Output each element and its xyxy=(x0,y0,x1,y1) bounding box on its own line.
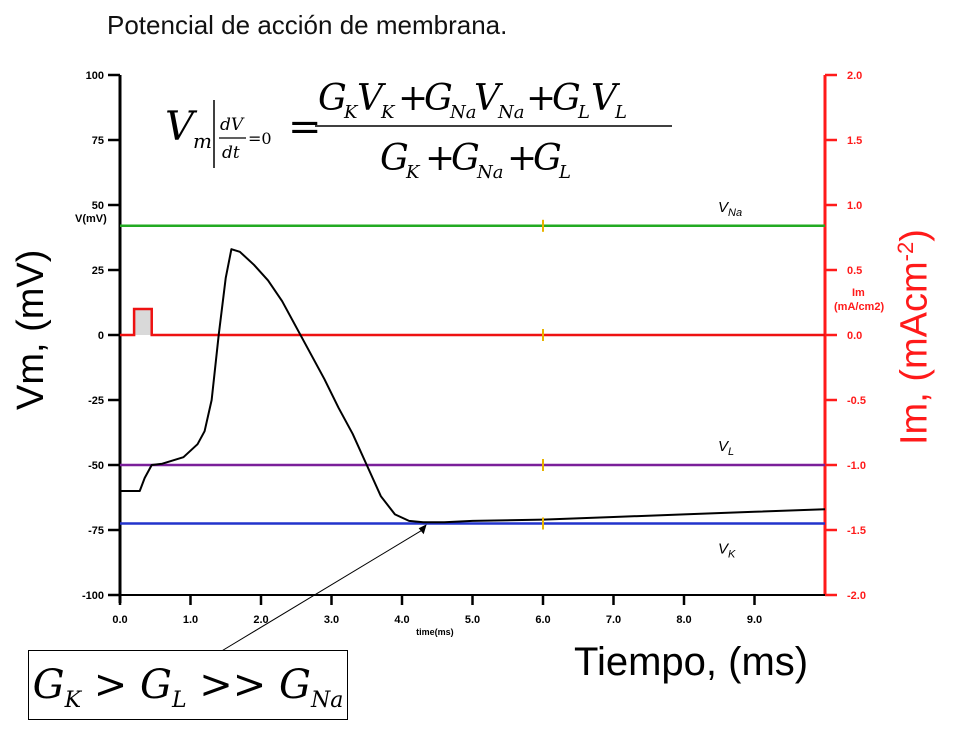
ineq-c: G xyxy=(279,662,311,708)
y-axis-right-label-close: ) xyxy=(893,229,936,242)
x-tick-label: 4.0 xyxy=(394,614,409,626)
ineq-a: G xyxy=(32,662,65,708)
x-tick-label: 0.0 xyxy=(112,614,127,626)
chart-title: Potencial de acción de membrana. xyxy=(107,10,508,40)
y-axis-right-label: Im, (mAcm-2) xyxy=(893,229,937,445)
y-axis-left-small-label: V(mV) xyxy=(75,213,107,225)
eq-den-gsub: Na xyxy=(476,162,503,182)
y-tick-label-left: 100 xyxy=(86,70,104,82)
eq-num-plus: + xyxy=(398,78,428,119)
y-tick-label-left: -50 xyxy=(88,460,104,472)
y-tick-label-right: 0.0 xyxy=(847,330,862,342)
eq-num-g: G xyxy=(424,78,453,119)
reference-label-l: VL xyxy=(718,438,734,458)
eq-den-gsub: K xyxy=(405,162,421,182)
x-axis-label: Tiempo, (ms) xyxy=(574,640,809,684)
y-axis-right-label-text: Im, (mAcm xyxy=(893,261,936,445)
conductance-inequality: GK > GL >> GNa xyxy=(28,650,348,720)
chart-canvas: 100 75 50 25 0 -25 -50 -75 -100 V(mV) 2.0 1.5 1.0 0.5… xyxy=(10,10,937,720)
y-tick-label-right: 1.0 xyxy=(847,200,862,212)
eq-num-gsub: L xyxy=(577,102,590,123)
y-tick-label-left: -25 xyxy=(88,395,104,407)
eq-cond-num: dV xyxy=(220,115,245,135)
x-tick-label: 7.0 xyxy=(606,614,621,626)
reference-label-sub: K xyxy=(728,549,736,561)
current-series-line xyxy=(120,307,825,337)
y-tick-label-right: -2.0 xyxy=(847,590,866,602)
ineq-a-sub: K xyxy=(64,688,82,713)
eq-num-v: V xyxy=(357,78,387,119)
eq-lhs-sub: m xyxy=(193,129,212,153)
y-tick-label-right: -1.0 xyxy=(847,460,866,472)
y-tick-label-left: 50 xyxy=(92,200,104,212)
ineq-op2: >> xyxy=(199,662,267,708)
eq-num-g: G xyxy=(552,78,581,119)
x-tick-label: 5.0 xyxy=(465,614,480,626)
eq-den-g: G xyxy=(380,138,409,179)
y-tick-label-left: -75 xyxy=(88,525,104,537)
eq-num-vsub: Na xyxy=(497,102,524,123)
eq-den-plus: + xyxy=(425,138,455,179)
y-tick-label-right: 2.0 xyxy=(847,70,862,82)
y-axis-left-label: Vm, (mV) xyxy=(10,249,52,410)
eq-num-vsub: L xyxy=(614,102,627,123)
y-tick-label-left: -100 xyxy=(82,590,104,602)
eq-num-gsub: Na xyxy=(449,102,476,123)
eq-cond-eq: =0 xyxy=(248,129,272,148)
y-tick-label-right: -1.5 xyxy=(847,525,866,537)
eq-num-plus: + xyxy=(526,78,556,119)
y-tick-label-left: 0 xyxy=(98,330,104,342)
x-tick-label: 9.0 xyxy=(747,614,762,626)
reference-label-na: VNa xyxy=(718,199,742,219)
plot-area: 100 75 50 25 0 -25 -50 -75 -100 V(mV) 2.0 1.5 1.0 0.5… xyxy=(75,70,884,656)
eq-lhs: V xyxy=(165,104,198,150)
eq-den-g: G xyxy=(533,138,562,179)
ineq-b: G xyxy=(139,662,172,708)
eq-num-vsub: K xyxy=(380,102,396,123)
eq-num-v: V xyxy=(474,78,504,119)
annotation-arrow-head xyxy=(418,524,427,535)
eq-den-gsub: L xyxy=(558,162,571,182)
eq-num-v: V xyxy=(591,78,621,119)
x-axis-small-label: time(ms) xyxy=(416,627,454,637)
ineq-b-sub: L xyxy=(171,688,187,713)
x-tick-label: 8.0 xyxy=(676,614,691,626)
reference-label-k: VK xyxy=(718,541,736,561)
stimulus-pulse-fill xyxy=(134,309,152,335)
eq-cond-den: dt xyxy=(222,143,240,163)
eq-equals: = xyxy=(288,104,322,150)
y-tick-label-left: 25 xyxy=(92,265,104,277)
voltage-series-line xyxy=(120,248,826,524)
y-axis-right-label-exponent: -2 xyxy=(893,241,918,262)
eq-num-g: G xyxy=(318,78,347,119)
eq-den-plus: + xyxy=(507,138,537,179)
eq-num-gsub: K xyxy=(343,102,359,123)
y-tick-label-right: 1.5 xyxy=(847,135,862,147)
y-tick-label-right: -0.5 xyxy=(847,395,866,407)
reference-label-sub: Na xyxy=(728,207,742,219)
ineq-c-sub: Na xyxy=(310,688,344,713)
y-tick-label-right: 0.5 xyxy=(847,265,862,277)
y-axis-right-small-label: (mA/cm2) xyxy=(834,301,884,313)
y-tick-label-left: 75 xyxy=(92,135,104,147)
x-tick-label: 1.0 xyxy=(183,614,198,626)
ineq-op1: > xyxy=(93,662,128,708)
eq-den-g: G xyxy=(451,138,480,179)
x-tick-label: 2.0 xyxy=(253,614,268,626)
x-tick-label: 3.0 xyxy=(324,614,339,626)
y-axis-right-small-label: Im xyxy=(852,287,865,299)
x-tick-label: 6.0 xyxy=(535,614,550,626)
annotation-arrow-line xyxy=(214,528,424,656)
reference-label-sub: L xyxy=(728,446,734,458)
